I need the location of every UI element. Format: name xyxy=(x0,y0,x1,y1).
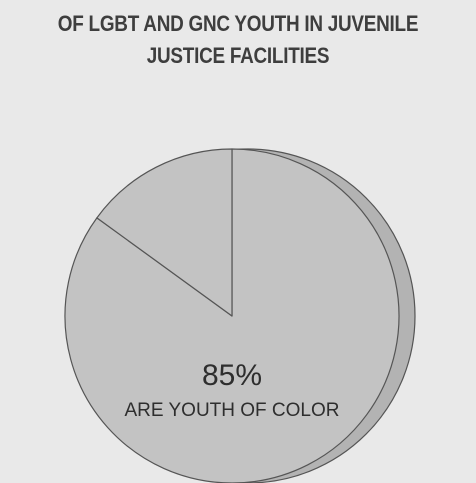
chart-title: OF LGBT AND GNC YOUTH IN JUVENILE JUSTIC… xyxy=(33,8,442,72)
chart-title-line-2: JUSTICE FACILITIES xyxy=(146,43,330,68)
slice-value-label: 85% xyxy=(202,359,262,392)
pie-slices xyxy=(64,148,400,483)
pie-slice-1 xyxy=(96,148,233,317)
slice-category-label: ARE YOUTH OF COLOR xyxy=(124,400,339,421)
chart-title-line-1: OF LGBT AND GNC YOUTH IN JUVENILE xyxy=(57,11,419,36)
